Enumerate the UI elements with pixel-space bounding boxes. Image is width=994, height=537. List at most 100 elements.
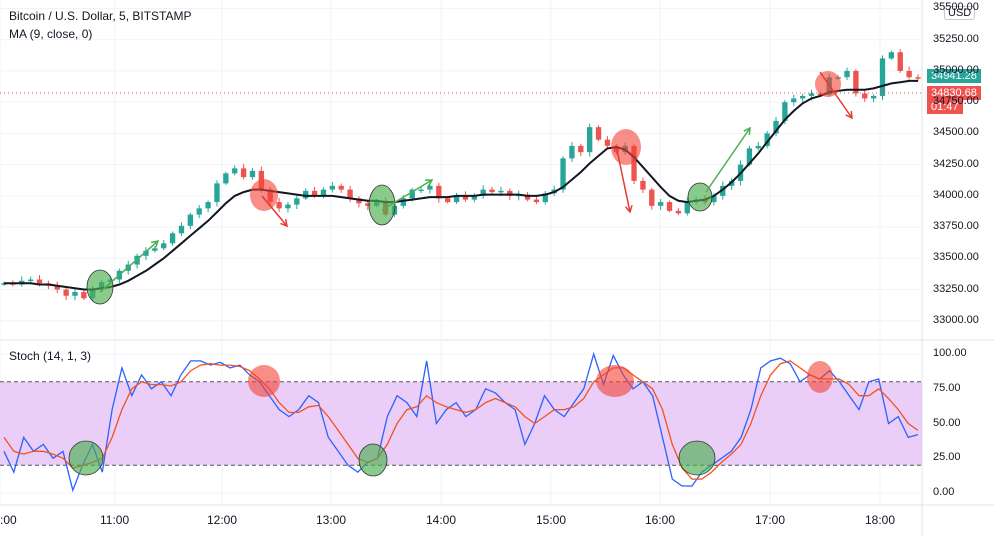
candle-body: [879, 58, 886, 96]
candle-body: [249, 170, 256, 178]
buy-arrow-head: [743, 126, 751, 136]
stoch-band: [0, 381, 922, 466]
sell-arrow: [261, 195, 289, 228]
candle-body: [462, 195, 469, 200]
candle-body: [666, 202, 673, 211]
stoch-pane: [0, 351, 922, 493]
candle-body: [471, 195, 477, 200]
sell-arrow-head: [280, 218, 289, 228]
candle-body: [54, 285, 60, 290]
currency-badge[interactable]: USD: [944, 6, 976, 20]
candle-body: [400, 198, 406, 206]
candle-body: [870, 95, 877, 99]
candle-body: [214, 183, 220, 203]
sell-arrow-shaft: [616, 149, 631, 213]
candle-body: [808, 93, 815, 96]
candle: [595, 125, 602, 142]
candle: [214, 180, 220, 207]
ma-price-badge: 34830.68: [927, 86, 981, 100]
time-tick-label: 16:00: [645, 513, 676, 527]
candle: [249, 167, 256, 180]
candle-body: [445, 198, 451, 203]
candle: [232, 165, 238, 176]
sell-arrow-shaft: [819, 71, 853, 119]
candle-body: [338, 185, 344, 190]
candle: [888, 50, 895, 60]
candle: [418, 186, 424, 194]
candle-body: [320, 189, 327, 196]
candle-body: [533, 199, 540, 203]
candle: [906, 66, 912, 80]
candle-body: [773, 120, 779, 134]
price-tick-label: 35250.00: [933, 32, 979, 45]
last-price-badge: 34941.28: [927, 69, 981, 83]
candle: [223, 171, 229, 185]
candle: [879, 55, 886, 101]
candle-body: [232, 168, 238, 174]
candle: [471, 192, 477, 203]
candle-body: [791, 98, 797, 103]
candle-body: [640, 180, 646, 190]
candle-body: [578, 145, 584, 153]
ma-line: [4, 79, 918, 291]
candle-body: [657, 202, 664, 206]
price-tick-label: 33500.00: [933, 251, 979, 264]
stoch-legend: Stoch (14, 1, 3): [9, 349, 92, 363]
candle-body: [276, 202, 282, 209]
candle-body: [81, 292, 87, 299]
candle: [791, 94, 797, 106]
candle-body: [782, 102, 788, 121]
sell-signal-marker: [807, 361, 833, 393]
candle: [453, 192, 460, 204]
ma-legend: MA (9, close, 0): [9, 27, 93, 41]
sell-arrow: [616, 149, 633, 214]
candle-body: [178, 225, 185, 234]
buy-arrow-shaft: [381, 179, 433, 211]
candle: [19, 276, 25, 287]
price-tick-label: 33250.00: [933, 282, 979, 295]
candle-body: [489, 189, 495, 193]
price-tick-label: 34250.00: [933, 157, 979, 170]
time-tick-label: 11:00: [100, 513, 130, 527]
candle-body: [542, 193, 548, 203]
symbol-title: Bitcoin / U.S. Dollar, 5, BITSTAMP: [9, 9, 192, 23]
candle: [187, 212, 194, 229]
price-pane: [0, 49, 922, 301]
time-tick-label: 15:00: [536, 513, 567, 527]
sell-signal-marker: [248, 365, 280, 397]
candle: [604, 136, 611, 148]
stoch-tick-label: 75.00: [933, 381, 961, 394]
candle-body: [196, 208, 202, 215]
candle-body: [72, 292, 78, 296]
candle: [54, 281, 60, 294]
price-tick-label: 34500.00: [933, 126, 979, 139]
candle: [169, 231, 176, 246]
candle: [329, 181, 335, 193]
candle-body: [303, 190, 309, 199]
time-tick-label: 17:00: [755, 513, 786, 527]
candle: [587, 123, 593, 157]
candle-body: [436, 185, 442, 199]
candle-body: [418, 189, 424, 192]
candle-body: [329, 185, 335, 190]
candle: [178, 222, 185, 237]
candle: [844, 67, 850, 80]
candle-body: [27, 279, 34, 282]
buy-signal-marker: [368, 184, 396, 226]
candle-body: [187, 214, 194, 226]
candle-body: [480, 189, 486, 196]
candle: [853, 69, 859, 97]
candle: [649, 187, 655, 210]
sell-signal-marker: [611, 129, 641, 165]
candle-body: [897, 52, 903, 71]
candle-body: [36, 279, 43, 284]
candle-body: [240, 168, 247, 178]
candle-body: [507, 190, 513, 196]
candle: [799, 93, 806, 103]
sell-signal-marker: [250, 179, 278, 211]
price-tick-label: 35000.00: [933, 63, 979, 76]
buy-signal-marker: [86, 269, 114, 305]
candle: [427, 184, 433, 194]
